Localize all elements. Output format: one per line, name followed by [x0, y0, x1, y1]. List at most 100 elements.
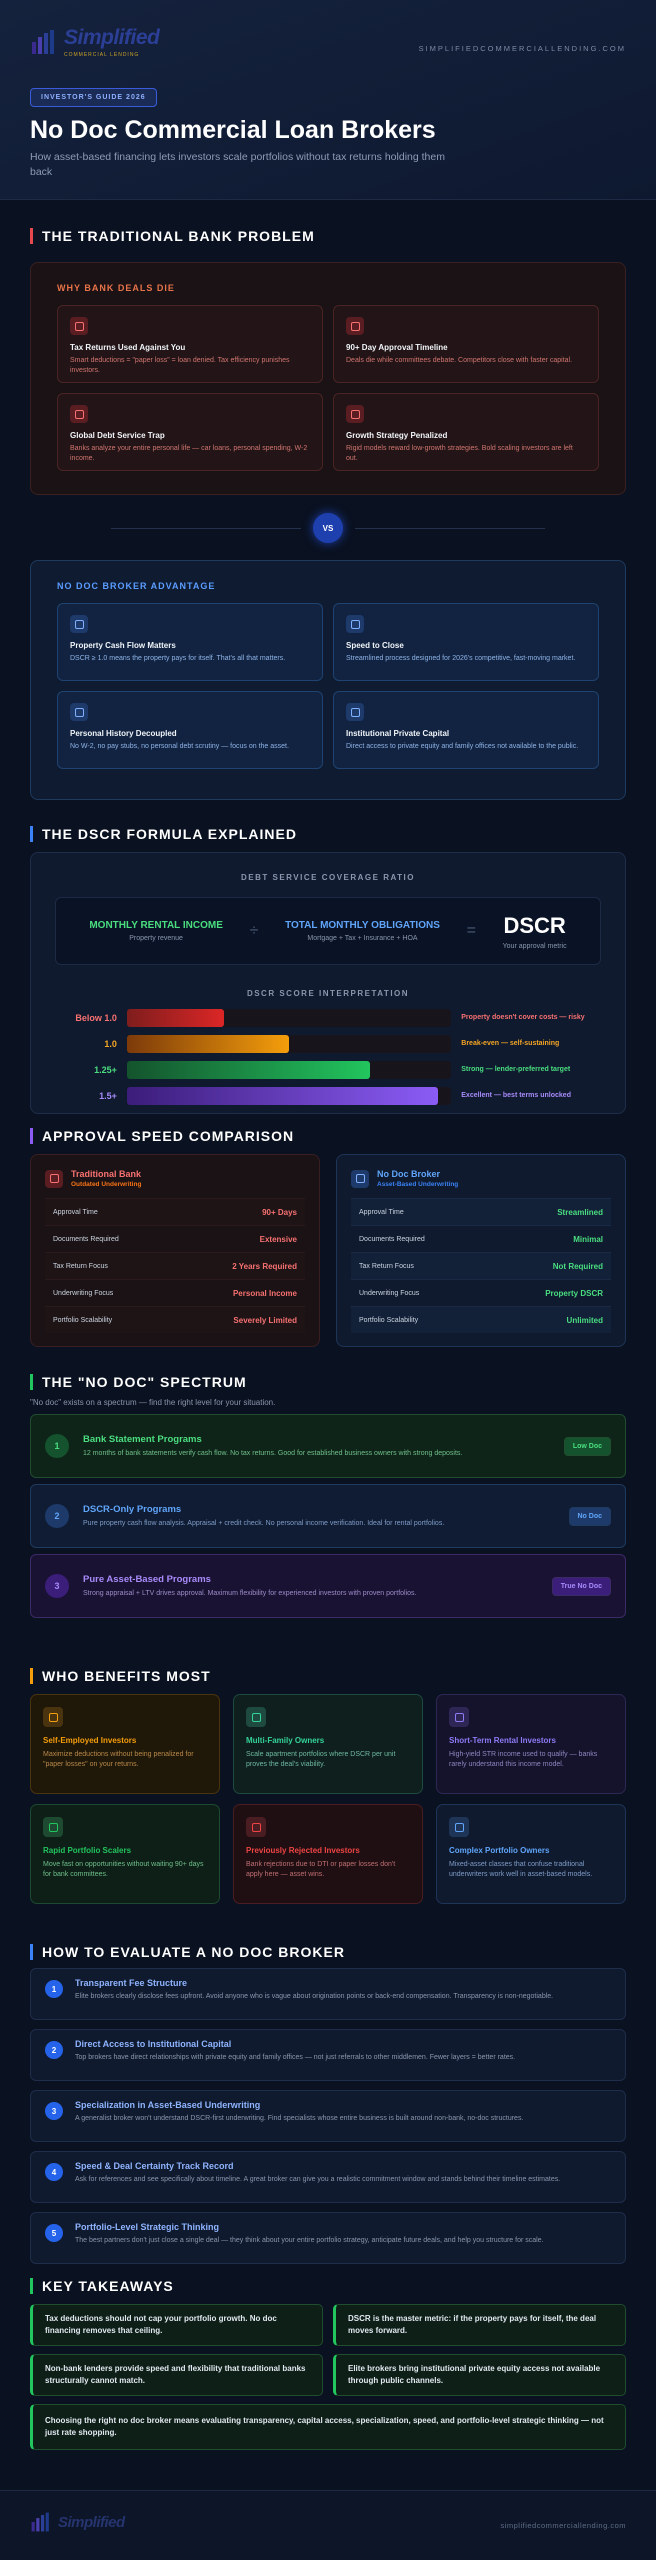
row-label: Portfolio Scalability	[359, 1316, 419, 1324]
row-value: Personal Income	[232, 1288, 297, 1298]
section-heading: THE DSCR FORMULA EXPLAINED	[30, 826, 297, 842]
item-card: Personal History Decoupled No W-2, no pay…	[57, 691, 323, 769]
takeaways-section: KEY TAKEAWAYS Tax deductions should not c…	[0, 2262, 656, 2482]
takeaway: Choosing the right no doc broker means e…	[30, 2404, 626, 2450]
evaluate-body: Transparent Fee Structure Elite brokers c…	[75, 1978, 553, 2010]
logo-icon	[32, 30, 54, 54]
site-url: SIMPLIFIEDCOMMERCIALLENDING.COM	[418, 44, 626, 53]
card-title: WHY BANK DEALS DIE	[57, 283, 175, 293]
benefit-text: Maximize deductions without being penali…	[43, 1751, 194, 1769]
score-bar	[126, 1087, 439, 1105]
spectrum-title: Pure Asset-Based Programs	[83, 1573, 211, 1585]
score-text: Break-even — self-sustaining	[461, 1040, 560, 1048]
item-text: No W-2, no pay stubs, no personal debt s…	[70, 743, 289, 750]
formula-sub: Mortgage + Tax + Insurance + HOA	[307, 935, 418, 942]
benefit-text: Move fast on opportunities without waiti…	[43, 1861, 204, 1879]
evaluate-title: Specialization in Asset-Based Underwriti…	[75, 2100, 261, 2110]
subtitle: How asset-based financing lets investors…	[30, 151, 445, 178]
item-title: Personal History Decoupled	[70, 729, 177, 738]
item-title: Property Cash Flow Matters	[70, 641, 176, 650]
benefit-title: Multi-Family Owners	[246, 1736, 325, 1745]
row-label: Tax Return Focus	[359, 1262, 414, 1270]
benefit-icon	[246, 1817, 266, 1837]
benefit-title: Rapid Portfolio Scalers	[43, 1846, 132, 1855]
item-icon	[346, 703, 364, 721]
score-text: Excellent — best terms unlocked	[461, 1092, 571, 1100]
scale-title: DSCR SCORE INTERPRETATION	[246, 989, 410, 998]
formula-card: DEBT SERVICE COVERAGE RATIO MONTHLY RENTA…	[30, 852, 626, 1114]
row-label: Underwriting Focus	[53, 1289, 114, 1297]
item-title: Speed to Close	[346, 641, 404, 650]
approval-section: APPROVAL SPEED COMPARISON Traditional Ban…	[0, 1112, 656, 1358]
evaluate-title: Speed & Deal Certainty Track Record	[75, 2161, 234, 2171]
evaluate-title: Direct Access to Institutional Capital	[75, 2039, 232, 2049]
formula-sub: Your approval metric	[502, 942, 567, 950]
item-grid: Tax Returns Used Against You Smart deduct…	[57, 305, 599, 471]
step-number: 1	[45, 1434, 69, 1458]
formula-part: MONTHLY RENTAL INCOME Property revenue	[89, 920, 223, 942]
benefit-text: Mixed-asset classes that confuse traditi…	[449, 1861, 593, 1879]
item-icon	[346, 317, 364, 335]
score-row: 1.5+ Excellent — best terms unlocked	[55, 1087, 601, 1105]
footer: Simplified simplifiedcommerciallending.c…	[0, 2490, 656, 2560]
comparison-subtitle: Asset-Based Underwriting	[377, 1181, 459, 1188]
item-title: Growth Strategy Penalized	[346, 431, 448, 440]
section-heading: THE TRADITIONAL BANK PROBLEM	[30, 228, 315, 244]
comparison-row: Underwriting Focus Property DSCR	[351, 1279, 611, 1306]
item-text: Smart deductions = "paper loss" = loan d…	[70, 357, 290, 375]
comparison-row: Tax Return Focus 2 Years Required	[45, 1252, 305, 1279]
item-icon	[346, 405, 364, 423]
comparison-row: Approval Time 90+ Days	[45, 1198, 305, 1225]
takeaway: Non-bank lenders provide speed and flexi…	[30, 2354, 323, 2396]
footer-url: simplifiedcommerciallending.com	[500, 2521, 626, 2530]
advantage-card: NO DOC BROKER ADVANTAGE Property Cash Flo…	[30, 560, 626, 800]
score-label: Below 1.0	[75, 1013, 117, 1023]
row-value: 90+ Days	[262, 1207, 297, 1217]
section-heading: THE "NO DOC" SPECTRUM	[30, 1374, 247, 1390]
item-text: Direct access to private equity and fami…	[346, 743, 579, 750]
logo-text: Simplified COMMERCIAL LENDING	[64, 26, 160, 58]
spectrum-tag: No Doc	[568, 1506, 611, 1526]
item-card: Tax Returns Used Against You Smart deduct…	[57, 305, 323, 383]
score-text: Strong — lender-preferred target	[461, 1066, 571, 1074]
formula-term: MONTHLY RENTAL INCOME	[89, 920, 223, 931]
takeaway: Elite brokers bring institutional privat…	[333, 2354, 626, 2396]
comparison-card: No Doc Broker Asset-Based Underwriting App…	[336, 1154, 626, 1347]
comparison-icon	[351, 1169, 369, 1188]
comparison-header: No Doc Broker Asset-Based Underwriting	[351, 1169, 611, 1188]
item-card: Global Debt Service Trap Banks analyze yo…	[57, 393, 323, 471]
item-text: DSCR ≥ 1.0 means the property pays for i…	[70, 655, 286, 662]
row-value: Property DSCR	[545, 1288, 603, 1298]
spectrum-title: Bank Statement Programs	[83, 1433, 202, 1445]
comparison-row: Documents Required Extensive	[45, 1225, 305, 1252]
evaluate-text: Top brokers have direct relationships wi…	[75, 2054, 516, 2061]
comparison-icon	[45, 1169, 63, 1188]
item-text: Streamlined process designed for 2026's …	[346, 655, 576, 662]
item-grid: Property Cash Flow Matters DSCR ≥ 1.0 mea…	[57, 603, 599, 769]
evaluate-body: Speed & Deal Certainty Track Record Ask f…	[75, 2161, 560, 2193]
evaluate-title: Portfolio-Level Strategic Thinking	[75, 2222, 220, 2232]
spectrum-text: Pure property cash flow analysis. Apprai…	[83, 1519, 445, 1527]
header: Simplified COMMERCIAL LENDING SIMPLIFIEDC…	[0, 0, 656, 200]
formula-part: DSCR Your approval metric	[503, 913, 567, 950]
score-track	[126, 1009, 452, 1027]
evaluate-title: Transparent Fee Structure	[75, 1978, 188, 1988]
item-icon	[70, 405, 88, 423]
evaluate-section: HOW TO EVALUATE A NO DOC BROKER 1 Transpar…	[0, 1928, 656, 2264]
formula-term: DSCR	[503, 912, 566, 938]
section-heading: APPROVAL SPEED COMPARISON	[30, 1128, 294, 1144]
comparison-heading: Traditional Bank Outdated Underwriting	[71, 1169, 141, 1188]
badge: INVESTOR'S GUIDE 2026	[30, 88, 157, 107]
logo-tagline: COMMERCIAL LENDING	[64, 52, 140, 58]
score-track	[126, 1061, 452, 1079]
step-number: 2	[45, 2041, 63, 2059]
row-value: Minimal	[573, 1234, 603, 1244]
comparison-row: Documents Required Minimal	[351, 1225, 611, 1252]
benefit-icon	[449, 1707, 469, 1727]
score-label: 1.25+	[94, 1065, 117, 1075]
row-label: Documents Required	[53, 1235, 119, 1243]
vs-badge: VS	[313, 513, 343, 543]
comparison-row: Underwriting Focus Personal Income	[45, 1279, 305, 1306]
step-number: 3	[45, 2102, 63, 2120]
